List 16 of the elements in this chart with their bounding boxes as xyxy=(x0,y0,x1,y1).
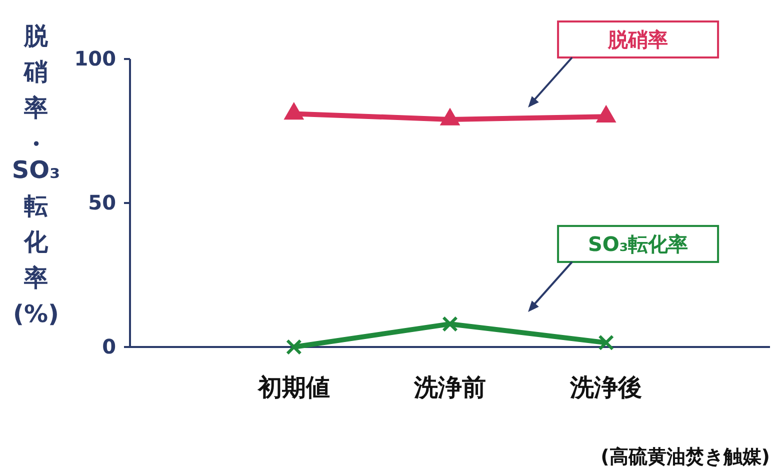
x-tick-label: 洗浄前 xyxy=(413,374,486,402)
point xyxy=(286,339,302,355)
text: (高硫黄油焚き触媒) xyxy=(600,446,770,468)
point xyxy=(440,108,460,126)
x-tick-label: 初期値 xyxy=(256,374,330,402)
point xyxy=(442,316,458,332)
y-tick-label: 0 xyxy=(102,334,116,358)
x-tick-label: 洗浄後 xyxy=(569,374,642,402)
text: SO₃転化率 xyxy=(588,232,688,256)
text: 脱硝率 xyxy=(607,27,668,52)
y-tick-label: 50 xyxy=(88,190,116,214)
point xyxy=(598,334,614,351)
text: 脱硝率・SO₃転化率(%) xyxy=(12,22,60,328)
point xyxy=(284,102,304,120)
point xyxy=(596,105,616,122)
y-tick-label: 100 xyxy=(74,46,116,70)
